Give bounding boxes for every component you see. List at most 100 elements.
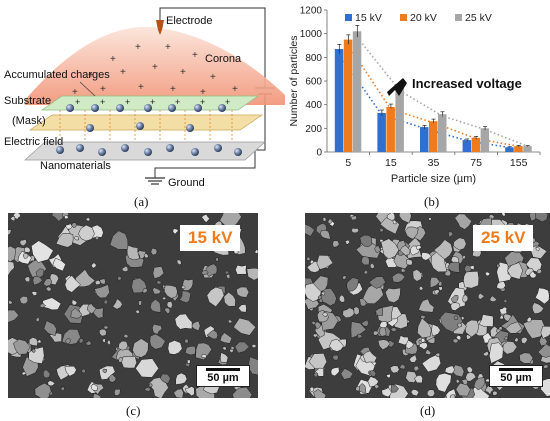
- particle: [489, 342, 504, 364]
- particle: [39, 302, 47, 308]
- svg-text:+: +: [110, 54, 116, 65]
- annotation-text: Increased voltage: [412, 76, 522, 91]
- particle: [404, 226, 419, 240]
- particle: [306, 256, 311, 261]
- bar: [480, 128, 490, 152]
- particle: [8, 261, 15, 276]
- svg-text:+: +: [135, 42, 141, 53]
- particle: [496, 281, 506, 290]
- particle: [477, 292, 485, 300]
- particle: [448, 231, 454, 238]
- bar: [514, 146, 523, 152]
- y-tick-label: 600: [305, 77, 322, 88]
- y-tick-label: 1200: [300, 6, 323, 17]
- particle: [71, 299, 78, 306]
- bar: [377, 112, 386, 152]
- particle: [531, 302, 545, 314]
- particle: [225, 273, 231, 279]
- particle: [391, 272, 406, 283]
- bar: [420, 127, 429, 152]
- particle: [429, 277, 441, 289]
- particle: [73, 236, 79, 241]
- particle: [317, 309, 330, 323]
- particle: [112, 298, 123, 310]
- particle: [161, 296, 167, 300]
- x-tick-label: 75: [470, 157, 482, 169]
- particle: [327, 218, 333, 224]
- particle: [102, 338, 107, 343]
- particle: [455, 335, 462, 341]
- particle: [201, 213, 210, 223]
- particle: [237, 304, 247, 313]
- panel-label-c: (c): [126, 403, 141, 418]
- particle: [35, 268, 45, 278]
- particle: [332, 240, 340, 248]
- particle: [233, 317, 257, 336]
- svg-text:+: +: [150, 97, 155, 107]
- particle: [449, 394, 456, 398]
- particle: [254, 248, 258, 254]
- particle: [369, 262, 375, 269]
- particle: [461, 378, 468, 385]
- particle: [503, 335, 508, 341]
- particle: [381, 387, 392, 398]
- particle: [455, 378, 461, 384]
- particle: [236, 286, 250, 298]
- particle: [90, 383, 99, 392]
- particle: [221, 346, 227, 351]
- particle: [8, 309, 20, 323]
- svg-text:+: +: [138, 82, 144, 93]
- particle: [45, 286, 52, 292]
- particle: [340, 368, 354, 380]
- bar: [438, 114, 447, 152]
- particle: [70, 307, 83, 319]
- svg-text:+: +: [75, 97, 80, 107]
- particle: [389, 365, 400, 374]
- particle: [103, 299, 108, 305]
- particle: [312, 333, 318, 338]
- particle: [108, 374, 117, 383]
- particle: [166, 301, 173, 309]
- particle: [537, 343, 550, 358]
- particle: [144, 386, 152, 392]
- scale-bar-label: 50 µm: [207, 372, 239, 384]
- particle: [473, 377, 486, 391]
- legend-label: 15 kV: [355, 12, 382, 24]
- particle: [143, 253, 149, 259]
- particle: [499, 306, 508, 315]
- svg-text:+: +: [72, 87, 78, 98]
- particle: [405, 259, 413, 266]
- sem-texture-15kv: [8, 213, 258, 398]
- label-electrode: Electrode: [166, 15, 212, 27]
- particle: [148, 383, 153, 388]
- bar: [343, 39, 353, 153]
- y-tick-label: 200: [305, 124, 322, 135]
- particle: [363, 269, 369, 275]
- bar: [471, 137, 481, 152]
- particle: [313, 389, 327, 398]
- scale-bar-label: 50 µm: [500, 372, 532, 384]
- particle: [421, 252, 432, 261]
- particle: [478, 314, 494, 327]
- particle: [122, 265, 129, 272]
- particle: [502, 341, 518, 355]
- particle: [13, 338, 31, 355]
- particle: [103, 325, 109, 330]
- bar: [334, 49, 344, 152]
- particle: [514, 337, 519, 343]
- particle: [435, 373, 452, 393]
- voltage-badge-15kv: 15 kV: [180, 225, 241, 251]
- y-tick-label: 0: [316, 148, 322, 159]
- particle: [452, 338, 459, 344]
- particle: [142, 288, 148, 294]
- scale-bar-c: 50 µm: [196, 365, 250, 387]
- particle: [536, 268, 543, 274]
- particle: [413, 375, 423, 384]
- particle: [417, 317, 432, 339]
- particle: [37, 339, 42, 344]
- particle: [344, 239, 350, 245]
- particle: [28, 337, 39, 347]
- particle: [185, 345, 196, 356]
- particle: [34, 382, 52, 398]
- particle: [505, 321, 523, 334]
